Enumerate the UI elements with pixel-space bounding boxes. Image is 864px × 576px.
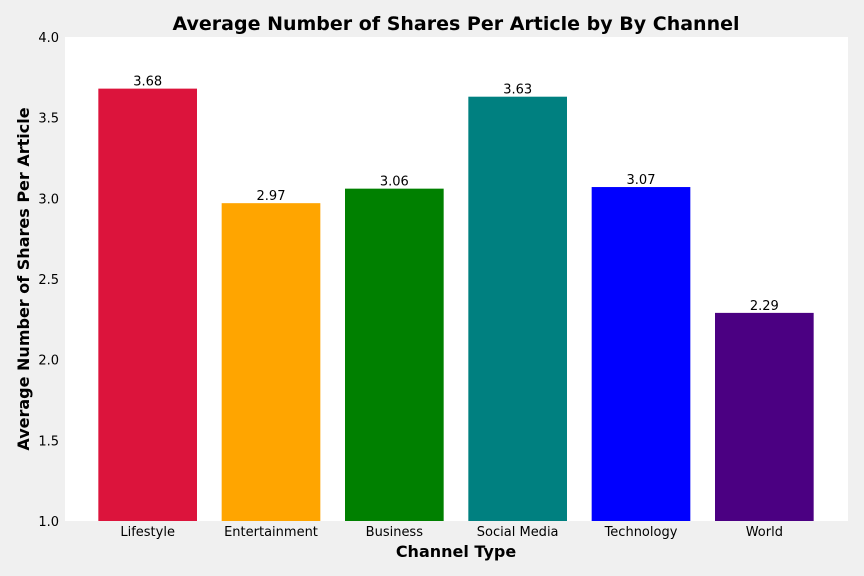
bar-value-label: 2.29 (750, 299, 779, 314)
x-axis-ticks: Lifestyle Entertainment Business Social Med… (120, 525, 783, 540)
bar (715, 312, 814, 521)
bar (221, 203, 321, 521)
y-axis-label: Average Number of Shares Per Article (14, 107, 33, 450)
y-tick-label: 4.0 (38, 31, 59, 46)
x-tick-label: Business (366, 525, 424, 540)
y-tick-label: 1.0 (38, 515, 59, 530)
x-axis-label: Channel Type (396, 542, 517, 561)
x-tick-label: Technology (604, 525, 678, 540)
bar (98, 88, 197, 522)
bar-value-label: 3.63 (503, 83, 532, 98)
bar (345, 188, 444, 522)
bar (591, 187, 691, 522)
y-tick-label: 2.0 (38, 354, 59, 369)
chart-title: Average Number of Shares Per Article by … (172, 13, 739, 35)
bar-value-label: 2.97 (257, 189, 286, 204)
y-axis-ticks: 1.0 1.5 2.0 2.5 3.0 3.5 4.0 (38, 31, 59, 530)
bar (468, 96, 567, 522)
bars: 3.68 2.97 3.06 3.63 3.07 2.29 (98, 75, 814, 522)
x-tick-label: World (746, 525, 783, 540)
y-tick-label: 2.5 (38, 273, 59, 288)
x-tick-label: Lifestyle (120, 525, 175, 540)
bar-value-label: 3.06 (380, 175, 409, 190)
y-tick-label: 3.5 (38, 112, 59, 127)
bar-value-label: 3.07 (627, 173, 656, 188)
y-tick-label: 3.0 (38, 192, 59, 207)
x-tick-label: Social Media (477, 525, 559, 540)
y-tick-label: 1.5 (38, 434, 59, 449)
bar-value-label: 3.68 (133, 75, 162, 90)
x-tick-label: Entertainment (224, 525, 318, 540)
